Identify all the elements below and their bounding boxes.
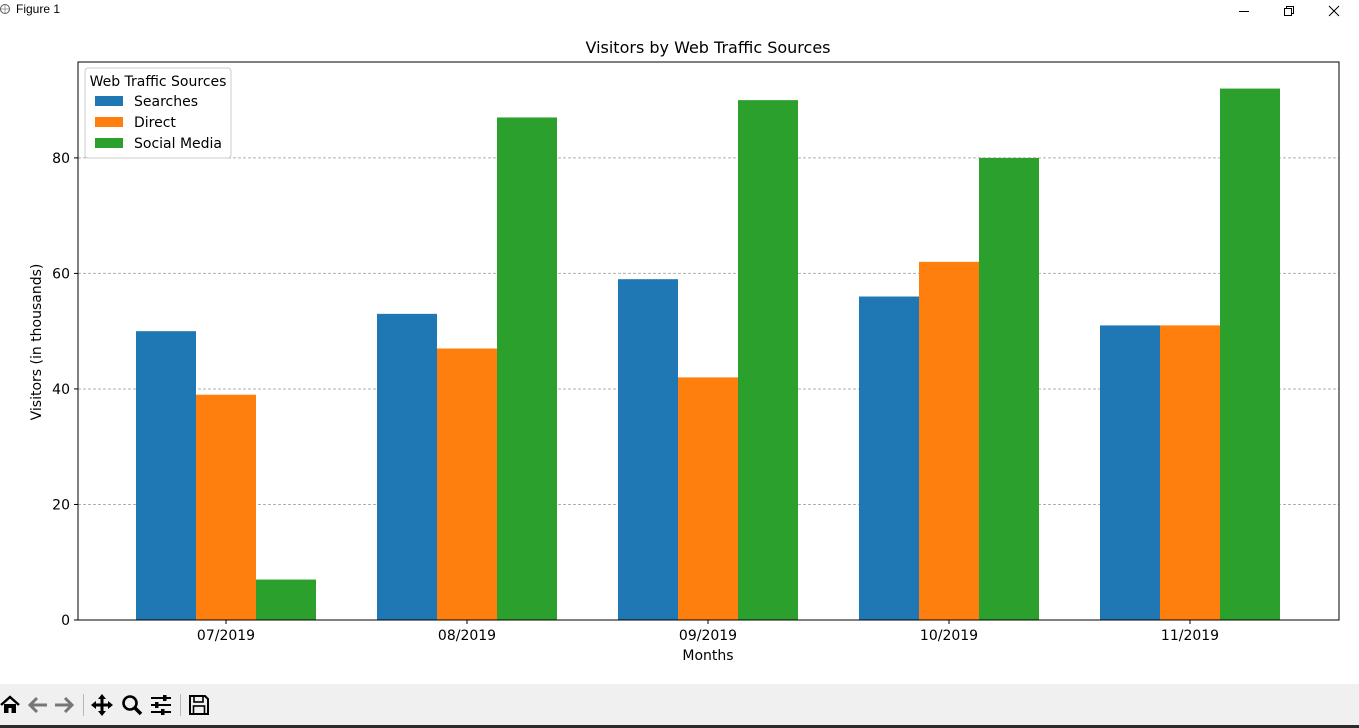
restore-button[interactable] xyxy=(1266,0,1312,22)
x-tick-label: 07/2019 xyxy=(197,628,255,644)
y-tick-label: 40 xyxy=(52,382,70,398)
chart-title: Visitors by Web Traffic Sources xyxy=(585,38,830,57)
configure-subplots-button[interactable] xyxy=(149,693,173,717)
bar-searches xyxy=(859,296,919,620)
legend-title: Web Traffic Sources xyxy=(90,74,227,90)
x-tick-label: 11/2019 xyxy=(1161,628,1219,644)
legend-swatch xyxy=(95,117,123,127)
pan-icon xyxy=(91,694,113,716)
x-tick-label: 10/2019 xyxy=(920,628,978,644)
legend-swatch xyxy=(95,138,123,148)
save-icon xyxy=(189,695,209,715)
legend-box xyxy=(84,67,232,159)
close-icon xyxy=(1328,5,1340,17)
toolbar-separator xyxy=(83,694,84,716)
x-tick-label: 09/2019 xyxy=(679,628,737,644)
forward-icon xyxy=(55,696,75,714)
bar-social-media xyxy=(1220,88,1280,621)
bar-social-media xyxy=(979,157,1039,621)
restore-icon xyxy=(1284,6,1294,16)
configure-subplots-icon xyxy=(151,695,171,715)
window-titlebar: Figure 1 xyxy=(0,0,1359,22)
y-axis-label: Visitors (in thousands) xyxy=(29,264,45,421)
bar-social-media xyxy=(256,579,316,620)
x-tick-label: 08/2019 xyxy=(438,628,496,644)
legend-entry-label: Direct xyxy=(134,115,176,131)
navigation-toolbar xyxy=(0,684,1359,728)
home-icon xyxy=(0,695,20,713)
y-tick-label: 60 xyxy=(52,266,70,282)
bar-direct xyxy=(1160,325,1220,620)
window-bottom-border xyxy=(0,725,1359,728)
bar-direct xyxy=(437,348,497,620)
zoom-icon xyxy=(122,695,143,716)
toolbar-separator xyxy=(180,694,181,716)
home-button[interactable] xyxy=(0,693,22,717)
bar-direct xyxy=(196,394,256,620)
y-axis-ticks: 0 20 40 60 80 xyxy=(52,151,78,629)
x-axis-ticks: 07/2019 08/2019 09/2019 10/2019 11/2019 xyxy=(197,620,1219,644)
y-tick-label: 0 xyxy=(61,613,70,629)
bar-direct xyxy=(919,261,979,620)
window-title: Figure 1 xyxy=(16,2,61,16)
bar-searches xyxy=(618,279,678,620)
bar-searches xyxy=(377,313,437,620)
minimize-button[interactable] xyxy=(1221,0,1267,22)
x-axis-label: Months xyxy=(682,648,733,664)
save-button[interactable] xyxy=(187,693,211,717)
bar-social-media xyxy=(738,100,798,621)
legend-entry-label: Social Media xyxy=(134,136,222,152)
figure-canvas: 0 20 40 60 80 07/2019 08/2019 09/2019 10/2019 11… xyxy=(29,38,1340,664)
bar-social-media xyxy=(497,117,557,620)
bar-searches xyxy=(1100,325,1160,620)
minimize-icon xyxy=(1239,11,1249,12)
forward-button[interactable] xyxy=(52,693,76,717)
back-button[interactable] xyxy=(26,693,50,717)
app-icon xyxy=(0,4,10,14)
y-tick-label: 80 xyxy=(52,151,70,167)
zoom-button[interactable] xyxy=(120,693,144,717)
bar-searches xyxy=(136,331,196,620)
legend-swatch xyxy=(95,96,123,106)
bars xyxy=(136,88,1280,621)
close-button[interactable] xyxy=(1311,0,1357,22)
pan-button[interactable] xyxy=(90,693,114,717)
y-tick-label: 20 xyxy=(52,497,70,513)
bar-direct xyxy=(678,377,738,620)
legend: Web Traffic Sources Searches Direct Social… xyxy=(84,67,232,159)
back-icon xyxy=(27,696,47,714)
legend-entry-label: Searches xyxy=(134,94,198,110)
